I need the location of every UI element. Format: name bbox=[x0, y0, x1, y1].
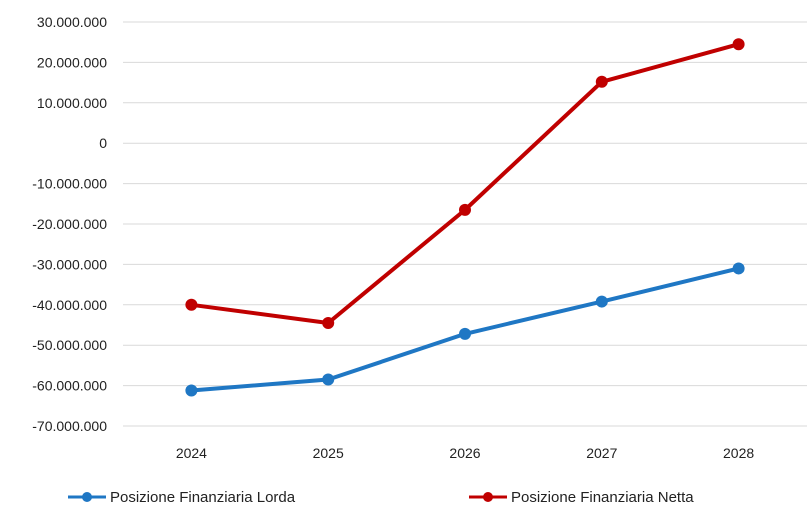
y-tick-label: -40.000.000 bbox=[32, 297, 107, 313]
gridlines bbox=[123, 21, 807, 427]
data-point bbox=[185, 298, 198, 311]
data-point bbox=[459, 327, 471, 340]
y-tick-label: -60.000.000 bbox=[32, 378, 107, 394]
y-tick-label: 0 bbox=[99, 135, 107, 151]
data-point bbox=[595, 295, 608, 308]
data-point bbox=[185, 384, 198, 397]
y-tick-label: -70.000.000 bbox=[32, 418, 107, 434]
x-tick-label: 2026 bbox=[449, 445, 480, 461]
y-tick-label: 30.000.000 bbox=[37, 14, 107, 30]
y-axis: 30.000.000 20.000.000 10.000.000 0 -10.000.0… bbox=[32, 14, 107, 434]
data-point bbox=[595, 75, 608, 88]
y-tick-label: -10.000.000 bbox=[32, 176, 107, 192]
x-tick-label: 2025 bbox=[313, 445, 344, 461]
y-tick-label: 20.000.000 bbox=[37, 54, 107, 70]
y-tick-label: 10.000.000 bbox=[37, 95, 107, 111]
y-tick-label: -50.000.000 bbox=[32, 337, 107, 353]
data-point bbox=[322, 373, 335, 386]
x-tick-label: 2028 bbox=[723, 445, 754, 461]
x-axis: 2024 2025 2026 2027 2028 bbox=[176, 445, 755, 461]
legend-label: Posizione Finanziaria Netta bbox=[511, 489, 694, 506]
data-point bbox=[732, 262, 745, 275]
y-tick-label: -30.000.000 bbox=[32, 256, 107, 272]
y-tick-label: -20.000.000 bbox=[32, 216, 107, 232]
legend: Posizione Finanziaria Lorda Posizione Fin… bbox=[68, 489, 694, 506]
data-point bbox=[322, 316, 335, 329]
x-tick-label: 2024 bbox=[176, 445, 207, 461]
data-point bbox=[732, 38, 745, 51]
x-tick-label: 2027 bbox=[586, 445, 617, 461]
data-point bbox=[459, 203, 471, 216]
legend-swatch-marker bbox=[82, 492, 92, 502]
plot-area bbox=[185, 38, 745, 397]
legend-label: Posizione Finanziaria Lorda bbox=[110, 489, 296, 506]
legend-swatch-marker bbox=[483, 492, 493, 502]
